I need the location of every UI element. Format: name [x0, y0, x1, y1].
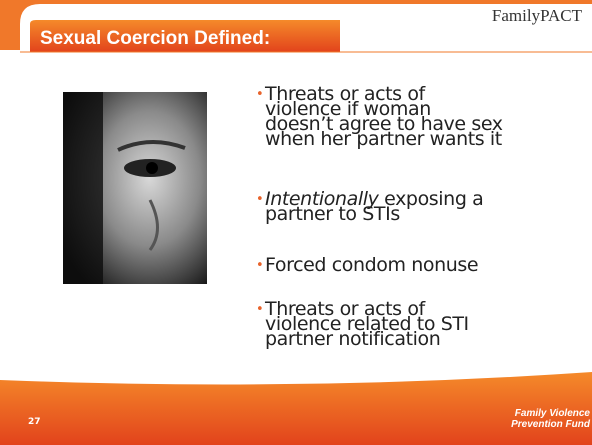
slide: Sexual Coercion Defined: FamilyPACT 27 F… [0, 0, 592, 445]
photo [63, 92, 207, 284]
slide-number: 27 [28, 417, 41, 427]
bullet-dot: • [256, 192, 263, 207]
footer-logo-line: Family Violence [511, 408, 590, 419]
line-text: partner notification [265, 328, 440, 350]
bullet-dot: • [256, 302, 263, 317]
line-text: Forced condom nonuse [265, 254, 478, 276]
footer-band [0, 372, 592, 445]
bullet-line: partner notification [265, 332, 469, 347]
bullet-text: Forced condom nonuse [265, 258, 478, 273]
logo: FamilyPACT [492, 6, 582, 26]
bullet-line: when her partner wants it [265, 132, 503, 147]
footer-logo-line: Prevention Fund [511, 419, 590, 430]
slide-title: Sexual Coercion Defined: [40, 28, 270, 50]
bullet-line: Forced condom nonuse [265, 258, 478, 273]
bullet-dot: • [256, 258, 263, 273]
line-text: partner to STIs [265, 203, 400, 225]
bullet-dot: • [256, 87, 263, 102]
line-text: when her partner wants it [265, 128, 502, 150]
bullet: •Forced condom nonuse [256, 258, 478, 273]
